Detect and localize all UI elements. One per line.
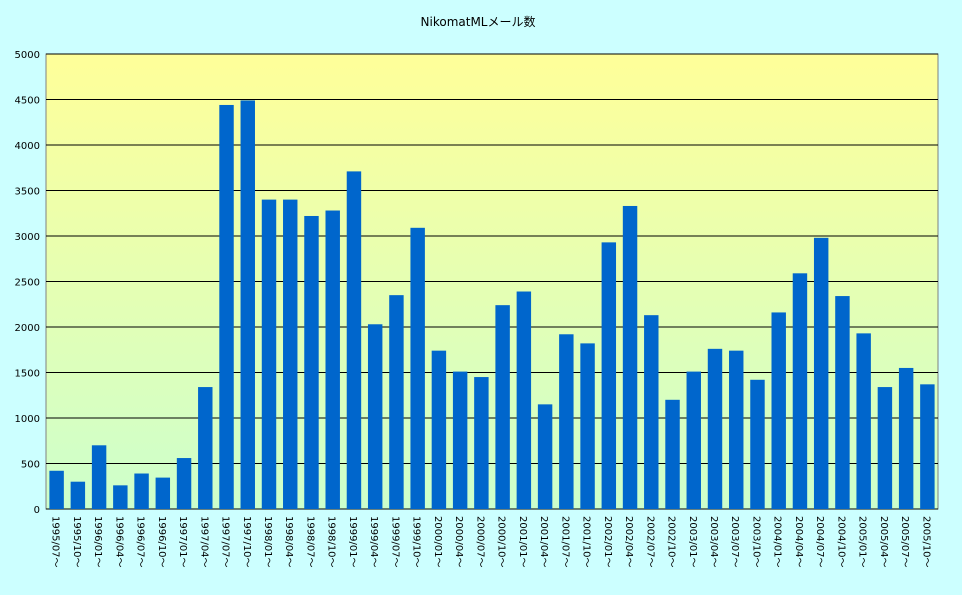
x-tick-label: 2000/01～ <box>432 516 443 568</box>
plot-area: 0 500 1000 1500 2000 2500 3000 3500 4000 4500 5000… <box>15 50 939 568</box>
bar <box>537 404 553 509</box>
bar <box>644 315 659 509</box>
y-tick-label: 1000 <box>15 414 40 425</box>
bar <box>771 312 786 509</box>
bar <box>113 485 128 509</box>
bar <box>474 377 489 509</box>
bar <box>495 305 510 509</box>
bar <box>410 227 425 509</box>
bar <box>325 210 340 509</box>
y-tick-label: 5000 <box>15 50 40 61</box>
bar <box>304 215 319 510</box>
x-tick-label: 1997/01～ <box>177 516 188 568</box>
bar <box>346 171 362 509</box>
bar <box>750 379 765 509</box>
bar <box>707 348 723 509</box>
bar <box>176 458 192 509</box>
bar <box>877 387 893 509</box>
y-tick-label: 1500 <box>15 369 40 380</box>
x-tick-label: 2004/04～ <box>793 516 804 568</box>
x-tick-label: 1996/04～ <box>113 516 124 568</box>
bar <box>580 343 595 509</box>
bar <box>920 384 935 509</box>
x-tick-label: 1995/07～ <box>50 516 61 568</box>
bar <box>665 399 680 509</box>
bar <box>729 350 744 509</box>
x-tick-label: 2005/04～ <box>878 516 889 568</box>
bar <box>367 324 383 509</box>
bar <box>431 350 447 509</box>
x-tick-label: 2002/01～ <box>602 516 613 568</box>
bar <box>835 296 850 509</box>
x-tick-label: 2001/10～ <box>581 516 592 568</box>
bar <box>283 199 298 509</box>
x-tick-label: 1997/04～ <box>198 516 209 568</box>
y-tick-label: 0 <box>34 505 40 516</box>
x-tick-label: 2004/10～ <box>835 516 846 568</box>
bar <box>155 477 171 509</box>
bar <box>49 470 64 509</box>
bar <box>134 473 149 509</box>
bar <box>622 205 638 509</box>
bar <box>792 273 808 509</box>
x-tick-label: 1996/07～ <box>135 516 146 568</box>
x-tick-label: 1996/01～ <box>92 516 103 568</box>
y-tick-label: 2000 <box>15 323 40 334</box>
x-tick-label: 2000/07～ <box>474 516 485 568</box>
bar <box>198 387 213 509</box>
x-tick-label: 1998/04～ <box>283 516 294 568</box>
x-tick-label: 2005/07～ <box>899 516 910 568</box>
bar <box>601 242 617 509</box>
x-tick-label: 2003/10～ <box>750 516 761 568</box>
bar <box>898 367 914 509</box>
x-tick-label: 1999/10～ <box>411 516 422 568</box>
x-tick-label: 2004/07～ <box>814 516 825 568</box>
x-tick-label: 1999/01～ <box>347 516 358 568</box>
bar <box>452 371 468 509</box>
bar <box>389 295 404 509</box>
y-tick-label: 4500 <box>15 96 40 107</box>
x-tick-label: 2002/04～ <box>623 516 634 568</box>
x-tick-label: 1999/07～ <box>389 516 400 568</box>
y-tick-label: 3000 <box>15 232 40 243</box>
bar <box>261 199 277 509</box>
y-tick-label: 500 <box>21 460 40 471</box>
bar <box>91 445 107 509</box>
x-tick-label: 1998/10～ <box>326 516 337 568</box>
x-tick-label: 1998/07～ <box>304 516 315 568</box>
bar <box>856 333 871 509</box>
bar <box>516 291 532 509</box>
chart-title: NikomatMLメール数 <box>421 14 536 29</box>
x-tick-label: 2001/01～ <box>517 516 528 568</box>
x-tick-label: 2002/10～ <box>666 516 677 568</box>
bar <box>219 104 234 510</box>
bar <box>686 371 701 509</box>
x-tick-label: 2000/10～ <box>496 516 507 568</box>
x-tick-label: 2003/07～ <box>729 516 740 568</box>
bar <box>559 334 574 509</box>
x-tick-label: 2000/04～ <box>453 516 464 568</box>
x-tick-label: 2003/01～ <box>687 516 698 568</box>
x-tick-label: 1998/01～ <box>262 516 273 568</box>
x-tick-label: 2005/01～ <box>857 516 868 568</box>
x-tick-label: 2004/01～ <box>772 516 783 568</box>
x-tick-label: 1997/10～ <box>241 516 252 568</box>
bar <box>240 100 255 509</box>
bar <box>813 237 829 509</box>
x-tick-label: 2001/07～ <box>559 516 570 568</box>
x-tick-label: 2002/07～ <box>644 516 655 568</box>
x-tick-label: 1995/10～ <box>71 516 82 568</box>
x-tick-label: 1996/10～ <box>156 516 167 568</box>
bar <box>70 481 86 509</box>
x-tick-label: 1999/04～ <box>368 516 379 568</box>
x-tick-label: 2001/04～ <box>538 516 549 568</box>
y-tick-label: 3500 <box>15 187 40 198</box>
y-tick-label: 2500 <box>15 278 40 289</box>
x-tick-label: 2003/04～ <box>708 516 719 568</box>
x-tick-label: 2005/10～ <box>920 516 931 568</box>
x-tick-label: 1997/07～ <box>220 516 231 568</box>
y-tick-label: 4000 <box>15 141 40 152</box>
